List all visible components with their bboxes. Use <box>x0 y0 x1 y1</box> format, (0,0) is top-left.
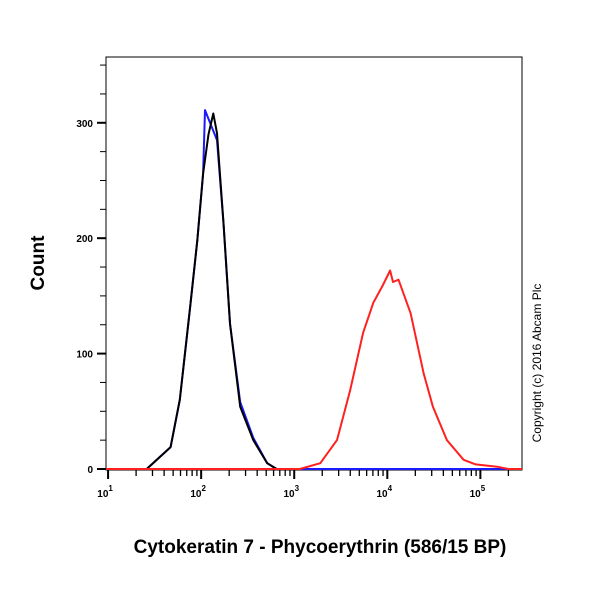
copyright-text: Copyright (c) 2016 Abcam Plc <box>530 284 544 443</box>
y-axis-title: Count <box>28 235 49 291</box>
series-line-1 <box>106 109 522 470</box>
y-tick-label: 0 <box>87 465 93 476</box>
x-axis-title: Cytokeratin 7 - Phycoerythrin (586/15 BP… <box>134 537 507 558</box>
plot-frame <box>105 56 523 471</box>
x-tick-label: 101 <box>97 484 113 500</box>
y-tick-label: 300 <box>76 119 93 130</box>
y-axis: 0 100 200 300 <box>76 64 106 476</box>
x-tick-label: 103 <box>283 484 299 500</box>
series-line-3 <box>106 269 522 470</box>
series-line-2 <box>106 112 278 470</box>
y-tick-label: 100 <box>76 350 93 361</box>
x-tick-label: 104 <box>377 484 393 500</box>
y-tick-label: 200 <box>76 234 93 245</box>
x-tick-label: 105 <box>470 484 486 500</box>
x-tick-label: 102 <box>190 484 206 500</box>
series-group <box>106 109 522 470</box>
x-axis: 101 102 103 104 105 <box>97 470 510 500</box>
